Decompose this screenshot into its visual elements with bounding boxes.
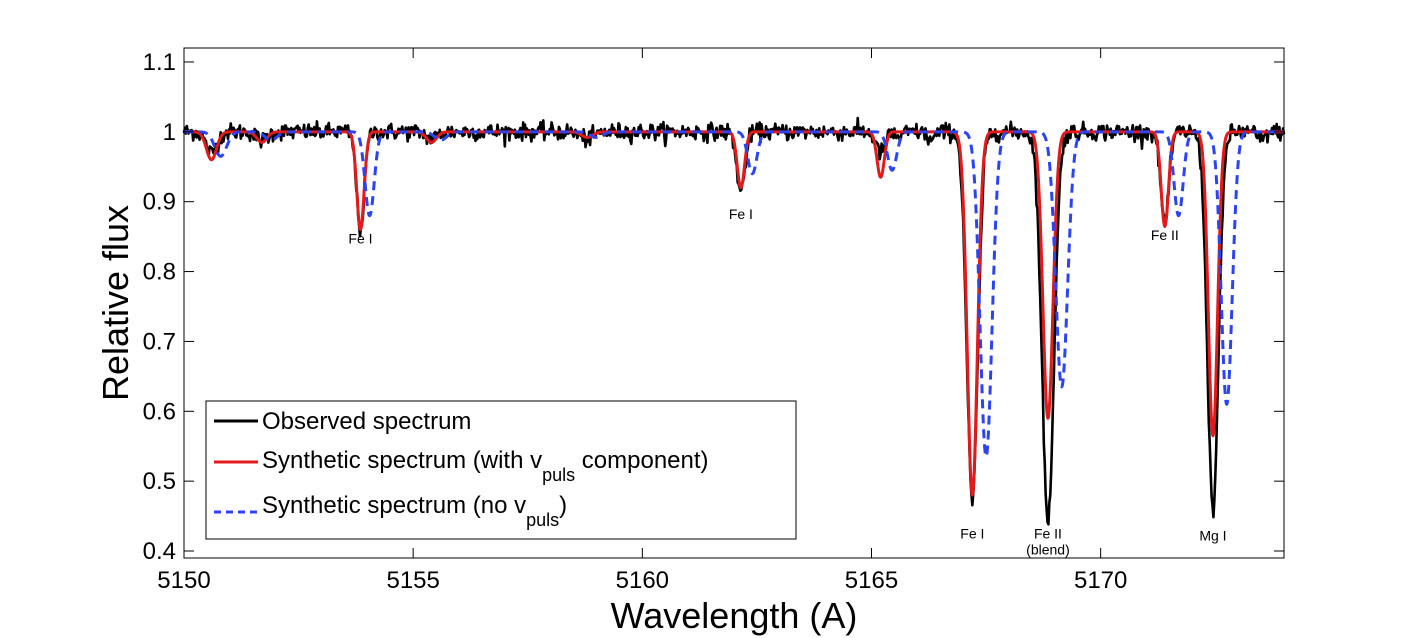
line-identification-label: Fe II [1034, 525, 1062, 541]
x-tick-label: 5155 [386, 567, 439, 594]
y-tick-label: 0.8 [143, 259, 176, 286]
y-tick-label: 0.7 [143, 328, 176, 355]
legend-label-with-vpuls: Synthetic spectrum (with vpuls component… [262, 447, 709, 485]
x-tick-label: 5150 [157, 567, 210, 594]
y-axis-label: Relative flux [95, 205, 136, 401]
series-line-2 [182, 130, 1286, 459]
legend-box [205, 400, 797, 540]
line-identification-label: Mg I [1199, 528, 1226, 544]
line-identification-label: Fe I [960, 525, 984, 541]
y-tick-label: 0.6 [143, 398, 176, 425]
y-tick-label: 0.9 [143, 189, 176, 216]
line-identification-label: Fe II [1151, 227, 1179, 243]
line-identification-label: Fe I [348, 231, 372, 247]
legend-label-no-vpuls: Synthetic spectrum (no vpuls) [262, 492, 567, 530]
line-identification-label: Fe I [729, 206, 753, 222]
y-tick-label: 0.5 [143, 468, 176, 495]
y-tick-label: 1 [163, 119, 176, 146]
tick-layer: 5150 5155 5160 5165 5170 0.4 0.5 0.6 0.7 0.8 0.9 1 1… [143, 48, 1284, 594]
series-layer [182, 116, 1286, 526]
legend: Observed spectrum Synthetic spectrum (wi… [205, 400, 797, 540]
x-axis-label: Wavelength (A) [611, 595, 858, 636]
x-tick-label: 5170 [1074, 567, 1127, 594]
y-tick-label: 1.1 [143, 49, 176, 76]
legend-label-observed: Observed spectrum [262, 408, 471, 435]
y-tick-label: 0.4 [143, 538, 176, 565]
line-identification-label: (blend) [1026, 542, 1070, 558]
plot-frame [183, 47, 1285, 559]
x-tick-label: 5165 [845, 567, 898, 594]
x-tick-label: 5160 [616, 567, 669, 594]
